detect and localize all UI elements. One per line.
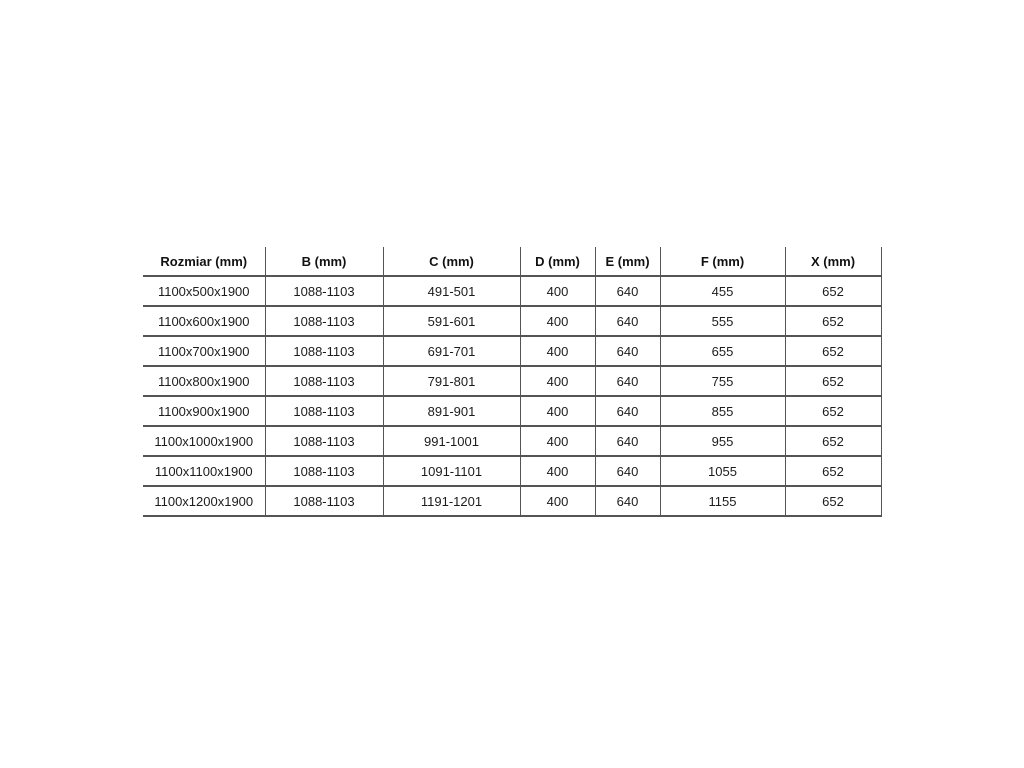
table-cell-e: 640 <box>595 426 661 457</box>
header-cell-d: D (mm) <box>520 247 596 277</box>
table-cell-c: 991-1001 <box>383 426 521 457</box>
table-cell-b: 1088-1103 <box>265 336 384 367</box>
table-cell-f: 1155 <box>660 486 786 517</box>
table-cell-rozmiar: 1100x1000x1900 <box>143 426 266 457</box>
table-cell-d: 400 <box>520 276 596 307</box>
header-cell-c: C (mm) <box>383 247 521 277</box>
table-row: 1100x500x1900 1088-1103 491-501 400 640 455 65… <box>143 276 882 307</box>
table-cell-c: 591-601 <box>383 306 521 337</box>
table-cell-e: 640 <box>595 366 661 397</box>
table-cell-c: 491-501 <box>383 276 521 307</box>
table-cell-d: 400 <box>520 426 596 457</box>
table-cell-b: 1088-1103 <box>265 276 384 307</box>
table-cell-rozmiar: 1100x500x1900 <box>143 276 266 307</box>
table-cell-d: 400 <box>520 306 596 337</box>
table-cell-f: 855 <box>660 396 786 427</box>
table-cell-f: 455 <box>660 276 786 307</box>
table-cell-rozmiar: 1100x600x1900 <box>143 306 266 337</box>
table-cell-rozmiar: 1100x1100x1900 <box>143 456 266 487</box>
table-cell-x: 652 <box>785 456 882 487</box>
table-cell-b: 1088-1103 <box>265 426 384 457</box>
table-cell-d: 400 <box>520 396 596 427</box>
table-row: 1100x1200x1900 1088-1103 1191-1201 400 640 11… <box>143 486 882 517</box>
table-cell-e: 640 <box>595 276 661 307</box>
table-row: 1100x1100x1900 1088-1103 1091-1101 400 640 10… <box>143 456 882 487</box>
table-cell-f: 555 <box>660 306 786 337</box>
table-cell-rozmiar: 1100x700x1900 <box>143 336 266 367</box>
table-cell-e: 640 <box>595 336 661 367</box>
header-row: Rozmiar (mm) B (mm) C (mm) D (mm) E (mm) F (m… <box>143 247 882 277</box>
table-row: 1100x700x1900 1088-1103 691-701 400 640 655 65… <box>143 336 882 367</box>
header-cell-e: E (mm) <box>595 247 661 277</box>
header-cell-f: F (mm) <box>660 247 786 277</box>
table-cell-c: 1091-1101 <box>383 456 521 487</box>
table-cell-c: 691-701 <box>383 336 521 367</box>
header-cell-b: B (mm) <box>265 247 384 277</box>
table-cell-f: 1055 <box>660 456 786 487</box>
table-cell-b: 1088-1103 <box>265 366 384 397</box>
table-cell-e: 640 <box>595 486 661 517</box>
table-cell-d: 400 <box>520 366 596 397</box>
table-cell-b: 1088-1103 <box>265 306 384 337</box>
table-cell-b: 1088-1103 <box>265 456 384 487</box>
table-cell-c: 891-901 <box>383 396 521 427</box>
table-cell-x: 652 <box>785 396 882 427</box>
table-cell-f: 655 <box>660 336 786 367</box>
table-cell-x: 652 <box>785 276 882 307</box>
table-cell-rozmiar: 1100x800x1900 <box>143 366 266 397</box>
table-cell-e: 640 <box>595 306 661 337</box>
table-cell-d: 400 <box>520 336 596 367</box>
table-row: 1100x1000x1900 1088-1103 991-1001 400 640 955… <box>143 426 882 457</box>
dimensions-table: Rozmiar (mm) B (mm) C (mm) D (mm) E (mm) F (m… <box>143 247 882 517</box>
table-body: 1100x500x1900 1088-1103 491-501 400 640 455 65… <box>143 276 882 517</box>
table-cell-f: 955 <box>660 426 786 457</box>
table-cell-e: 640 <box>595 456 661 487</box>
table-row: 1100x800x1900 1088-1103 791-801 400 640 755 65… <box>143 366 882 397</box>
table-cell-d: 400 <box>520 486 596 517</box>
table-cell-x: 652 <box>785 426 882 457</box>
table-cell-rozmiar: 1100x900x1900 <box>143 396 266 427</box>
table-row: 1100x600x1900 1088-1103 591-601 400 640 555 65… <box>143 306 882 337</box>
header-cell-x: X (mm) <box>785 247 882 277</box>
table-cell-f: 755 <box>660 366 786 397</box>
table-cell-x: 652 <box>785 486 882 517</box>
dimensions-table-container: Rozmiar (mm) B (mm) C (mm) D (mm) E (mm) F (m… <box>143 247 882 517</box>
table-cell-rozmiar: 1100x1200x1900 <box>143 486 266 517</box>
header-cell-rozmiar: Rozmiar (mm) <box>143 247 266 277</box>
table-cell-x: 652 <box>785 306 882 337</box>
table-row: 1100x900x1900 1088-1103 891-901 400 640 855 65… <box>143 396 882 427</box>
table-cell-x: 652 <box>785 366 882 397</box>
table-cell-d: 400 <box>520 456 596 487</box>
table-cell-b: 1088-1103 <box>265 396 384 427</box>
table-cell-e: 640 <box>595 396 661 427</box>
table-cell-x: 652 <box>785 336 882 367</box>
table-cell-c: 791-801 <box>383 366 521 397</box>
table-cell-c: 1191-1201 <box>383 486 521 517</box>
table-cell-b: 1088-1103 <box>265 486 384 517</box>
